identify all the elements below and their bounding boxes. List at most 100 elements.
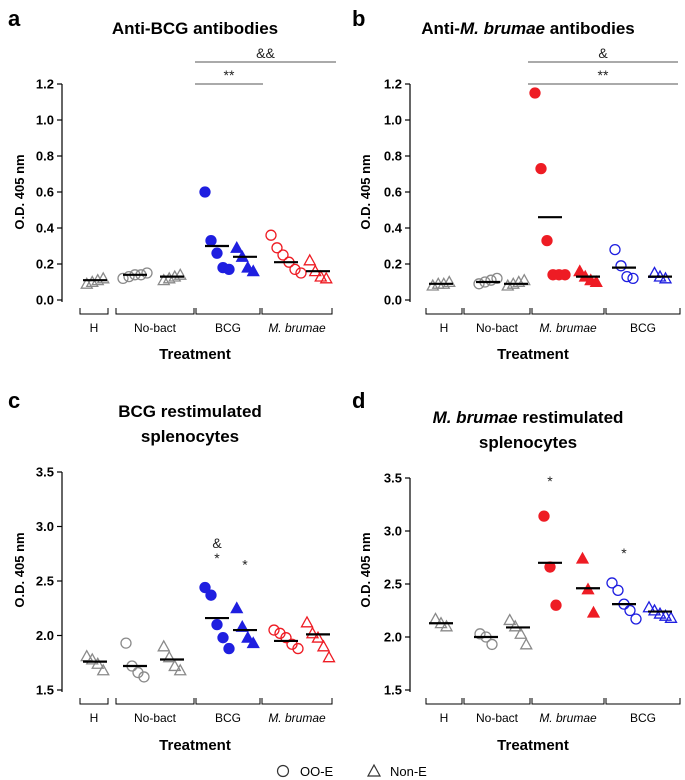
panel-a-point <box>319 271 333 284</box>
panel-a-point <box>162 271 176 284</box>
panel-a-y-tick-label: 1.0 <box>36 113 54 128</box>
panel-a-point <box>199 186 211 198</box>
panel-b-y-tick-label: 1.0 <box>384 113 402 128</box>
panel-c-point <box>235 619 249 632</box>
panel-label-b: b <box>352 6 365 31</box>
panel-a-point <box>271 242 283 254</box>
panel-a-y-tick-label: 0.0 <box>36 293 54 308</box>
panel-d-group-label: No-bact <box>476 711 519 725</box>
panel-b-group-label: No-bact <box>476 321 519 335</box>
panel-c-point <box>85 652 99 665</box>
panel-d-point <box>538 510 550 522</box>
panel-d-point <box>653 606 667 619</box>
panel-d-group-bracket <box>463 698 531 705</box>
panel-c-y-tick-label: 3.0 <box>36 519 54 534</box>
panel-c-point <box>322 650 336 663</box>
panel-a-title: Anti-BCG antibodies <box>112 19 278 38</box>
panel-a-point <box>230 240 244 253</box>
panel-a-point <box>117 272 129 285</box>
panel-b-y-tick-label: 0.6 <box>384 185 402 200</box>
panel-a-point <box>314 269 328 282</box>
panel-d-point <box>508 619 522 632</box>
panel-a-point <box>289 263 301 276</box>
panel-b-ylabel: O.D. 405 nm <box>358 154 373 229</box>
panel-c-point <box>316 639 331 652</box>
panel-c-point <box>246 636 260 649</box>
panel-d-point <box>486 638 498 651</box>
panel-c-annotation: * <box>214 550 220 566</box>
panel-a-group-bracket <box>115 308 195 315</box>
panel-b-group-bracket <box>531 308 605 315</box>
panel-d-point <box>612 584 624 597</box>
panel-c-title-line2: splenocytes <box>141 427 239 446</box>
panel-d-point <box>439 619 454 632</box>
panel-d-y-tick-label: 3.0 <box>384 524 402 539</box>
panel-c-group-label: No-bact <box>134 711 177 725</box>
panel-b-point <box>609 243 621 256</box>
panel-d-point <box>575 551 590 564</box>
panel-a-point <box>123 270 135 283</box>
panel-c-annotation: * <box>242 557 248 573</box>
panel-b-group-label: H <box>440 321 449 335</box>
panel-b-point <box>485 274 497 286</box>
panel-a-plot: 0.0 0.2 0.4 0.6 0.8 1.0 1.2 H No-bact BCG M. bruma… <box>36 45 336 335</box>
panel-c-point <box>268 624 280 636</box>
panel-a-point <box>96 271 110 284</box>
panel-c-point <box>280 632 292 644</box>
panel-c-group-label: BCG <box>215 711 241 725</box>
panel-b-title: Anti-M. brumae antibodies <box>421 19 634 38</box>
panel-b-plot: 0.0 0.2 0.4 0.6 0.8 1.0 1.2 H No-bact M. brumae BC… <box>384 45 681 335</box>
panel-a-y-tick-label: 0.4 <box>36 221 55 236</box>
panel-d-annotation: * <box>621 545 627 561</box>
panel-label-d: d <box>352 388 365 413</box>
panel-b-point <box>627 272 639 285</box>
panel-b-xlabel: Treatment <box>497 346 569 363</box>
panel-c-point <box>300 615 314 628</box>
panel-d-y-tick-label: 2.5 <box>384 577 402 592</box>
panel-a-point <box>157 273 171 286</box>
panel-d-point <box>519 637 533 650</box>
panel-a-point <box>141 267 153 279</box>
panel-a-y-tick-label: 0.8 <box>36 149 54 164</box>
panel-d-ylabel: O.D. 405 nm <box>358 532 373 607</box>
panel-c-point <box>173 663 187 676</box>
panel-c-group-bracket <box>261 698 333 705</box>
panel-c-y-tick-label: 2.0 <box>36 628 54 643</box>
panel-b-point <box>535 162 547 175</box>
panel-a-point <box>205 234 217 247</box>
panel-a-sig-label: && <box>256 45 275 61</box>
panel-c-point <box>162 650 176 663</box>
panel-b-sig-label: & <box>598 45 608 61</box>
panel-c-point <box>199 581 211 594</box>
panel-a-y-tick-label: 0.6 <box>36 185 54 200</box>
panel-d-title-line1: M. brumae restimulated <box>433 408 624 427</box>
panel-b-group-label: M. brumae <box>539 321 597 335</box>
panel-b-point <box>473 278 485 290</box>
panel-d-point <box>586 605 601 618</box>
panel-c-plot: 1.52.02.53.03.5H No-bact BCG M. brumae&* * <box>36 465 336 725</box>
panel-d-y-tick-label: 1.5 <box>384 683 402 698</box>
panel-b-y-tick-label: 0.0 <box>384 293 402 308</box>
panel-d-point <box>550 599 562 611</box>
panel-d-title-suffix: restimulated <box>518 408 624 427</box>
panel-d-point <box>630 613 642 625</box>
panel-c-point <box>223 642 235 655</box>
panel-a-y-tick-label: 1.2 <box>36 77 54 92</box>
panel-c-point <box>91 657 105 669</box>
panel-a-group-label: No-bact <box>134 321 177 335</box>
panel-b-point <box>491 272 503 285</box>
panel-b-y-tick-label: 0.8 <box>384 149 402 164</box>
panel-d-point <box>664 611 678 623</box>
panel-b-point <box>615 260 627 272</box>
panel-b-title-suffix: antibodies <box>545 19 635 38</box>
panel-a-group-label: BCG <box>215 321 241 335</box>
legend-circle-marker <box>276 764 290 778</box>
panel-b-point <box>589 275 603 288</box>
panel-a-point <box>295 267 307 279</box>
panel-b-point <box>442 275 456 288</box>
panel-d-group-label: M. brumae <box>539 711 597 725</box>
panel-c-group-bracket <box>79 698 109 705</box>
panel-c-title-line1: BCG restimulated <box>118 402 262 421</box>
panel-label-a: a <box>8 6 21 31</box>
